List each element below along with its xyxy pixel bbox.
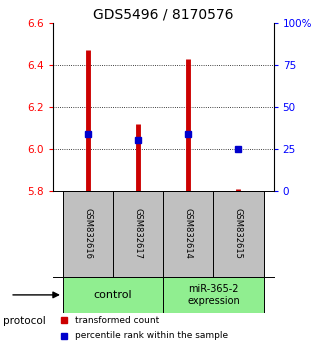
Bar [113, 191, 163, 277]
Bar [63, 277, 163, 313]
Text: GSM832617: GSM832617 [134, 208, 143, 259]
Text: transformed count: transformed count [75, 315, 159, 325]
Text: GSM832614: GSM832614 [184, 209, 193, 259]
Bar [163, 191, 213, 277]
Text: percentile rank within the sample: percentile rank within the sample [75, 331, 228, 340]
Bar [163, 277, 264, 313]
Bar [63, 191, 113, 277]
Text: miR-365-2
expression: miR-365-2 expression [187, 284, 240, 306]
Text: GSM832616: GSM832616 [84, 208, 92, 259]
Text: protocol: protocol [3, 316, 46, 326]
Text: control: control [94, 290, 132, 300]
Text: GSM832615: GSM832615 [234, 209, 243, 259]
Bar [213, 191, 264, 277]
Title: GDS5496 / 8170576: GDS5496 / 8170576 [93, 8, 234, 22]
